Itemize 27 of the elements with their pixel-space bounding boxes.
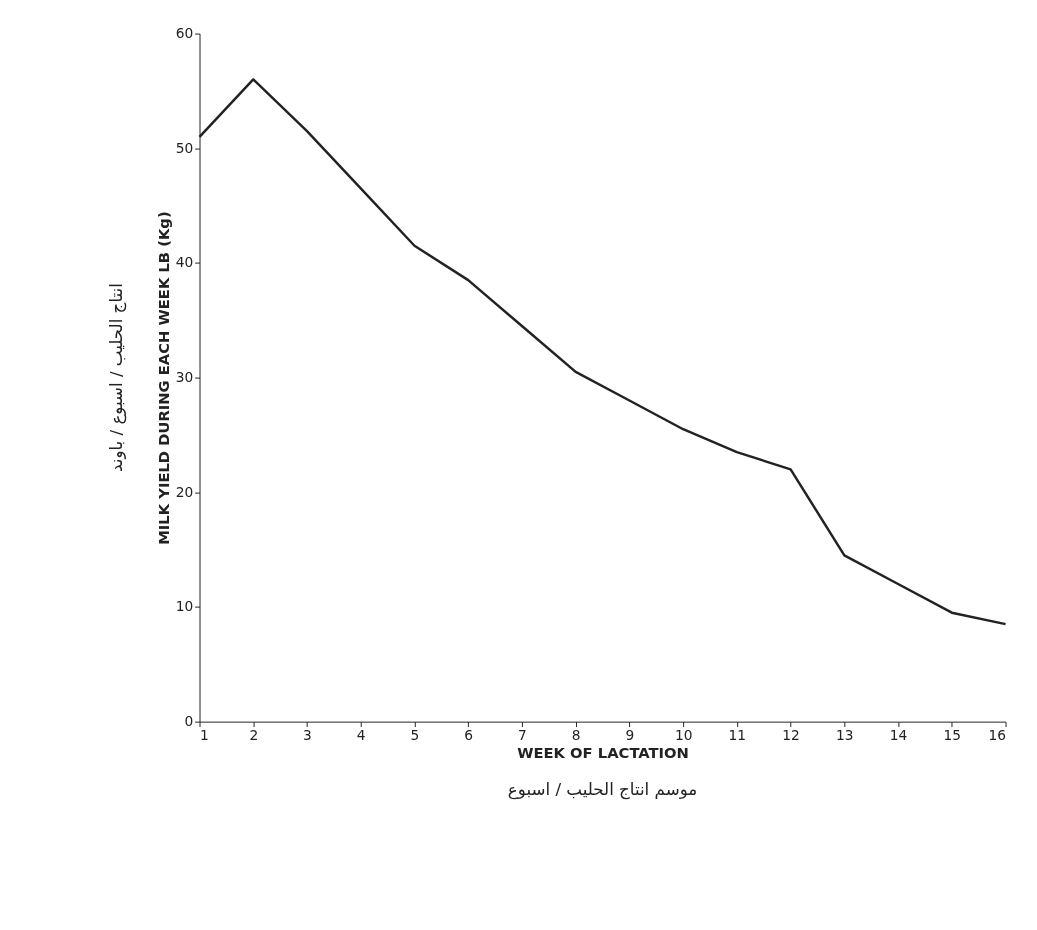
x-tick-label: 15 (943, 726, 962, 743)
y-tick-label: 0 (184, 713, 194, 730)
x-axis-title: WEEK OF LACTATION (517, 744, 689, 762)
y-tick-label: 50 (175, 139, 194, 156)
x-tick-label: 9 (625, 726, 635, 743)
x-tick-label: 2 (249, 726, 259, 743)
text: انتاج الحليب / اسبوع / باوند (105, 283, 127, 473)
x-tick-label: 13 (836, 726, 854, 743)
y-tick-label: 60 (175, 25, 194, 41)
x-tick-label: 5 (410, 726, 420, 743)
x-tick-label: 14 (889, 726, 908, 743)
x-tick-label: 1 (200, 726, 209, 743)
x-tick-label: 4 (356, 726, 366, 743)
x-tick-label: 16 (988, 726, 1007, 743)
y-tick-label: 40 (175, 254, 194, 271)
x-tick-label: 12 (782, 726, 800, 743)
x-tick-label: 7 (518, 726, 527, 743)
text: موسم انتاج الحليب / اسبوع (507, 779, 698, 801)
y-tick-label: 10 (175, 598, 194, 615)
x-tick-label: 8 (571, 726, 581, 743)
x-tick-label: 6 (464, 726, 474, 743)
x-tick-label: 3 (303, 726, 312, 743)
y-tick-label: 20 (175, 483, 194, 500)
y-axis-title: MILK YIELD DURING EACH WEEK LB (Kg) (154, 211, 172, 545)
x-tick-label: 10 (674, 726, 693, 743)
y-tick-label: 30 (175, 369, 194, 386)
x-tick-label: 11 (728, 726, 747, 743)
